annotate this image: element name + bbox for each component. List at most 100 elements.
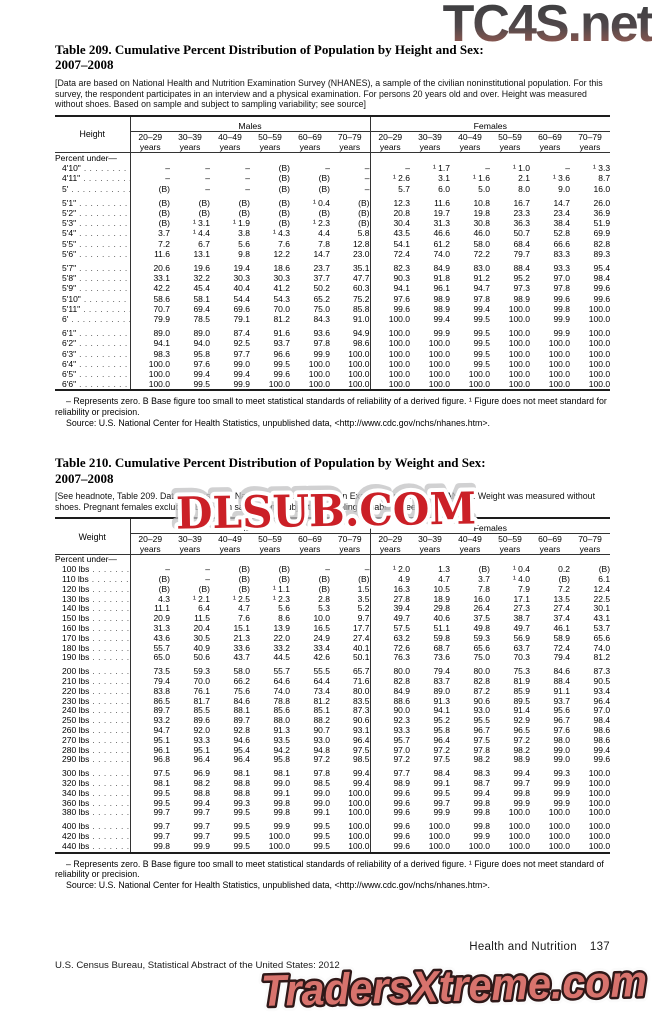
table-row: 360 lbs99.599.499.399.899.0100.099.699.7… [55,797,611,809]
dot-leader [92,716,129,726]
age-column-header: 20–29 years [130,533,170,556]
row-label: 5'4" [55,228,131,239]
age-column-header: 70–79 years [570,533,611,556]
value-cell: 87.2 [473,685,490,696]
years-word: years [139,544,161,555]
dot-leader [92,585,129,595]
value-cell: 91.2 [473,273,490,284]
row-label: 230 lbs [55,696,131,707]
value-cell: 13.5 [553,593,570,604]
value-cell: 99.7 [193,807,210,818]
value-cell: 15.1 [233,622,250,633]
row-label: 240 lbs [55,706,131,717]
value-cell: 37.4 [553,613,570,624]
table-row: 5'1"(B)(B)(B)(B)¹ 0.4(B)12.311.610.816.7… [55,193,610,208]
row-label: 420 lbs [55,831,131,842]
value-cell: 63.7 [513,642,530,653]
table-row: 6'6"100.099.599.9100.0100.0100.0100.0100… [55,379,610,391]
value-cell: 86.5 [153,695,170,706]
value-cell: 30.1 [593,603,611,614]
row-label-wrap: 6'3" [55,349,130,359]
value-cell: 95.2 [433,715,450,726]
value-cell: ¹ 2.3 [312,218,330,229]
value-cell: 70.3 [513,652,530,663]
value-cell: 29.8 [433,603,450,614]
value-cell: 90.6 [352,715,370,726]
value-cell: 100.0 [548,338,570,349]
dot-leader [83,304,129,314]
value-cell: 99.7 [433,797,450,808]
years-word: years [499,544,521,555]
row-label: 5'1" [55,193,131,208]
row-label: 5' [55,183,131,194]
value-cell: 99.5 [153,787,170,798]
value-cell: 100.0 [369,379,410,391]
value-cell: 72.6 [369,643,410,654]
age-range: 60–69 [298,534,322,545]
value-cell: 94.0 [193,338,210,349]
value-cell: 100.0 [348,821,370,832]
value-cell: 99.8 [553,303,570,314]
table-row: 210 lbs79.470.066.264.664.471.682.883.78… [55,675,610,687]
value-cell: 87.3 [593,666,611,677]
section-label: Percent under— [55,554,131,566]
value-cell: 98.9 [513,293,530,304]
table-row: 6'3"98.395.897.796.699.9100.0100.0100.09… [55,348,610,359]
empty-cell [570,152,610,163]
row-label-wrap: 360 lbs [55,798,130,809]
value-cell: 99.5 [313,840,330,851]
value-cell: (B) [478,564,490,575]
value-cell: 93.3 [369,725,410,736]
value-cell: 100.0 [508,821,530,832]
value-cell: 3.1 [438,173,450,184]
table-row: 200 lbs73.559.358.055.755.565.780.079.48… [55,663,610,677]
value-cell: 54.3 [273,293,290,304]
value-cell: 89.6 [193,715,210,726]
dot-leader [92,634,129,644]
value-cell: 12.8 [352,238,370,249]
table-209-headnote: [Data are based on National Health and N… [55,77,603,110]
table-row: 270 lbs95.193.394.693.593.096.495.796.49… [55,734,610,746]
value-cell: 100.0 [428,830,450,841]
empty-cell [330,555,370,565]
value-cell: 97.6 [193,358,210,369]
row-label-text: 5'4" [62,228,77,239]
row-label-text: 6'5" [62,368,77,379]
value-cell: 12.4 [593,583,611,594]
value-cell: 99.6 [369,303,410,314]
value-cell: ¹ 2.1 [192,593,210,604]
value-cell: ¹ 2.3 [272,593,290,604]
value-cell: 94.9 [352,328,370,339]
value-cell: 3.8 [238,228,250,239]
value-cell: 76.1 [193,685,210,696]
row-label-wrap: 5'4" [55,228,130,238]
value-cell: 79.4 [153,675,170,686]
table-row: 100 lbs––(B)(B)––¹ 2.01.3(B)¹ 0.40.2(B) [55,564,610,575]
watermark-dlsub-shadow: DLSUB.COM [174,479,475,535]
value-cell: (B) [238,207,250,218]
value-cell: (B) [238,573,250,584]
value-cell: 30.3 [273,273,290,284]
value-cell: 69.4 [193,303,210,314]
row-label-text: 5' [62,183,69,194]
age-column-header: 60–69 years [530,131,570,153]
value-cell: 68.7 [433,642,450,653]
value-cell: 100.0 [428,358,450,369]
value-cell: 100.0 [348,787,370,798]
value-cell: 59.3 [473,632,490,643]
value-cell: 99.5 [233,840,250,851]
dot-leader [92,644,129,654]
value-cell: 99.3 [553,768,570,779]
value-cell: 9.8 [238,248,250,259]
value-cell: 97.5 [473,734,490,745]
value-cell: ¹ 4.3 [272,228,290,239]
row-label: 170 lbs [55,633,131,644]
watermark-dlsub-text: DLSUB.COM [176,483,477,539]
years-word: years [539,544,561,555]
value-cell: 47.7 [352,273,370,284]
value-cell: 14.7 [313,248,330,259]
value-cell: 98.9 [433,303,450,314]
value-cell: 92.3 [369,715,410,726]
value-cell: 100.0 [588,797,611,808]
row-label-text: 5'11" [62,303,81,314]
